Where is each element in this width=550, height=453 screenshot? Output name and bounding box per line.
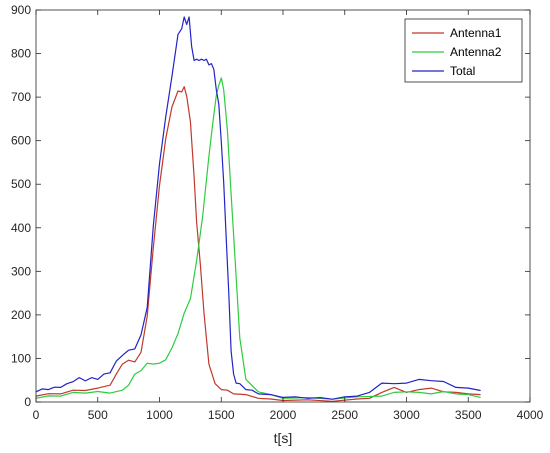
y-tick-label: 100 [11, 351, 31, 365]
x-tick-label: 3000 [393, 408, 420, 422]
x-tick-label: 2500 [331, 408, 358, 422]
series-line-total [35, 16, 481, 400]
legend: Antenna1 Antenna2 Total [404, 18, 523, 83]
x-tick-label: 4000 [517, 408, 544, 422]
axis-layer: 0 500 1000 1500 2000 2500 3000 3500 4000 0 100 200 3… [11, 3, 544, 422]
x-tick-label: 1000 [146, 408, 173, 422]
x-tick-label: 2000 [270, 408, 297, 422]
y-tick-label: 600 [11, 134, 31, 148]
x-tick-label: 500 [88, 408, 108, 422]
x-tick-label: 0 [33, 408, 40, 422]
series-layer [35, 16, 481, 402]
y-tick-label: 0 [24, 395, 31, 409]
y-tick-label: 800 [11, 47, 31, 61]
legend-label-total: Total [450, 64, 475, 78]
y-tick-label: 400 [11, 221, 31, 235]
legend-label-antenna2: Antenna2 [450, 45, 502, 59]
y-tick-label: 300 [11, 264, 31, 278]
y-tick-label: 200 [11, 308, 31, 322]
x-tick-label: 3500 [455, 408, 482, 422]
legend-label-antenna1: Antenna1 [450, 26, 502, 40]
y-tick-label: 700 [11, 90, 31, 104]
y-tick-label: 500 [11, 177, 31, 191]
series-line-antenna1 [35, 86, 481, 402]
x-axis-label: t[s] [274, 430, 293, 446]
series-line-antenna2 [35, 77, 481, 400]
y-tick-label: 900 [11, 3, 31, 17]
x-tick-label: 1500 [208, 408, 235, 422]
